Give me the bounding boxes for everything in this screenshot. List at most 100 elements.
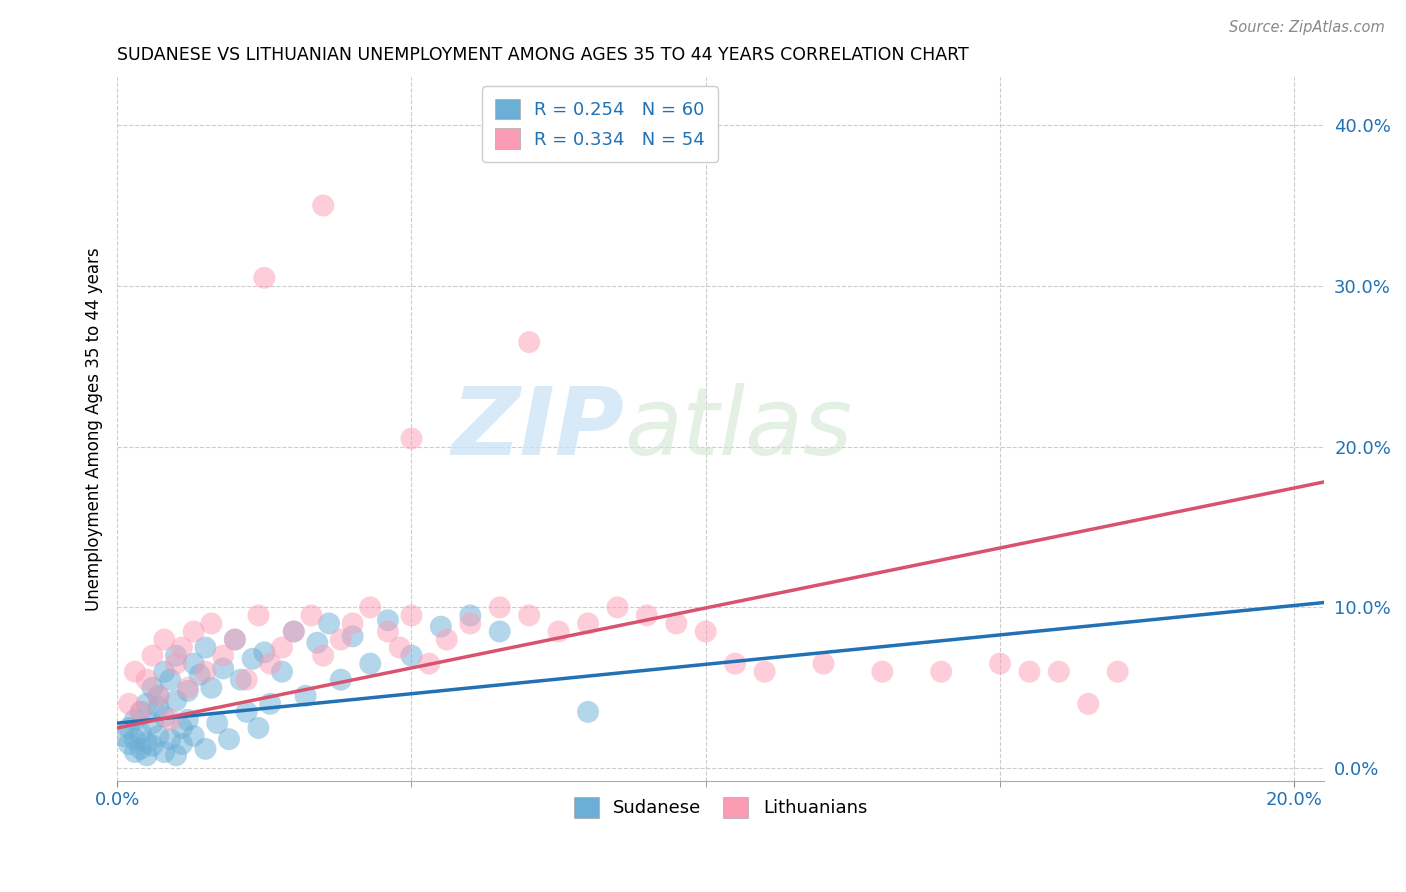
Point [212, 648, 235, 663]
Point [283, 624, 305, 639]
Point [177, 684, 200, 698]
Point [294, 689, 316, 703]
Point [401, 432, 423, 446]
Point [460, 608, 482, 623]
Point [576, 705, 599, 719]
Point [170, 737, 193, 751]
Point [148, 700, 170, 714]
Point [159, 713, 181, 727]
Point [177, 713, 200, 727]
Point [124, 745, 146, 759]
Point [377, 624, 399, 639]
Point [200, 681, 222, 695]
Point [401, 608, 423, 623]
Point [576, 616, 599, 631]
Point [247, 721, 270, 735]
Point [460, 616, 482, 631]
Point [253, 270, 276, 285]
Text: ZIP: ZIP [451, 383, 624, 475]
Point [329, 673, 352, 687]
Point [312, 198, 335, 212]
Point [118, 697, 141, 711]
Text: atlas: atlas [624, 384, 852, 475]
Point [929, 665, 952, 679]
Point [224, 632, 246, 647]
Point [129, 742, 152, 756]
Point [359, 600, 381, 615]
Point [436, 632, 458, 647]
Point [183, 729, 205, 743]
Point [235, 705, 257, 719]
Point [229, 673, 252, 687]
Point [1047, 665, 1070, 679]
Point [165, 748, 187, 763]
Point [124, 732, 146, 747]
Point [170, 721, 193, 735]
Point [124, 665, 146, 679]
Point [517, 608, 540, 623]
Point [183, 657, 205, 671]
Point [170, 640, 193, 655]
Point [141, 716, 163, 731]
Point [359, 657, 381, 671]
Legend: Sudanese, Lithuanians: Sudanese, Lithuanians [567, 789, 875, 825]
Point [488, 624, 510, 639]
Point [418, 657, 440, 671]
Point [153, 665, 176, 679]
Y-axis label: Unemployment Among Ages 35 to 44 years: Unemployment Among Ages 35 to 44 years [86, 247, 103, 611]
Point [253, 645, 276, 659]
Point [318, 616, 340, 631]
Point [194, 640, 217, 655]
Point [329, 632, 352, 647]
Point [153, 709, 176, 723]
Point [401, 648, 423, 663]
Point [299, 608, 322, 623]
Point [547, 624, 569, 639]
Point [342, 629, 364, 643]
Point [224, 632, 246, 647]
Point [988, 657, 1011, 671]
Point [141, 739, 163, 753]
Point [148, 689, 170, 703]
Point [183, 624, 205, 639]
Point [200, 616, 222, 631]
Point [488, 600, 510, 615]
Point [517, 335, 540, 350]
Point [606, 600, 628, 615]
Point [271, 640, 294, 655]
Point [259, 657, 281, 671]
Point [1018, 665, 1040, 679]
Point [124, 713, 146, 727]
Text: SUDANESE VS LITHUANIAN UNEMPLOYMENT AMONG AGES 35 TO 44 YEARS CORRELATION CHART: SUDANESE VS LITHUANIAN UNEMPLOYMENT AMON… [117, 46, 969, 64]
Point [148, 729, 170, 743]
Point [377, 613, 399, 627]
Point [159, 732, 181, 747]
Point [312, 648, 335, 663]
Point [188, 668, 211, 682]
Point [665, 616, 688, 631]
Point [153, 745, 176, 759]
Point [695, 624, 717, 639]
Point [636, 608, 658, 623]
Point [135, 697, 157, 711]
Point [165, 657, 187, 671]
Point [194, 742, 217, 756]
Point [153, 632, 176, 647]
Point [218, 732, 240, 747]
Point [212, 661, 235, 675]
Point [307, 636, 329, 650]
Point [388, 640, 411, 655]
Point [813, 657, 835, 671]
Point [148, 689, 170, 703]
Point [129, 705, 152, 719]
Point [141, 681, 163, 695]
Point [242, 652, 264, 666]
Point [141, 648, 163, 663]
Text: Source: ZipAtlas.com: Source: ZipAtlas.com [1229, 20, 1385, 35]
Point [872, 665, 894, 679]
Point [135, 735, 157, 749]
Point [118, 737, 141, 751]
Point [259, 697, 281, 711]
Point [159, 673, 181, 687]
Point [283, 624, 305, 639]
